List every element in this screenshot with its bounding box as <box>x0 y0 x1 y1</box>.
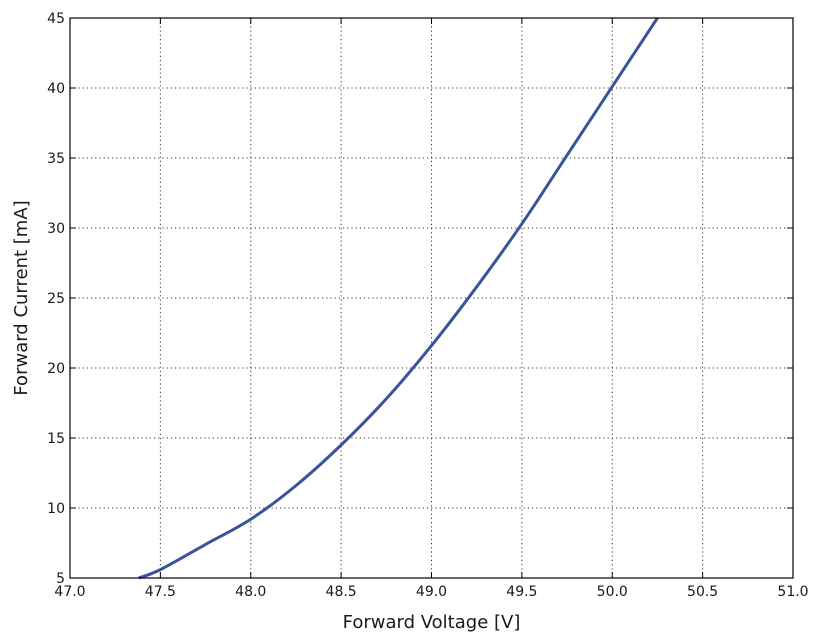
y-tick-label: 45 <box>47 11 65 27</box>
x-tick-label: 48.5 <box>326 584 357 600</box>
x-tick-label: 49.5 <box>506 584 537 600</box>
tick-labels: 47.0 47.5 48.0 48.5 49.0 49.5 50.0 50.5 51.0 5 10 1… <box>47 11 808 600</box>
y-tick-label: 20 <box>47 361 65 377</box>
x-tick-label: 47.0 <box>54 584 85 600</box>
axis-ticks <box>69 17 794 579</box>
y-axis-title: Forward Current [mA] <box>11 200 32 395</box>
x-tick-label: 51.0 <box>777 584 808 600</box>
y-tick-label: 5 <box>56 571 65 587</box>
forward-current-curve <box>138 17 659 580</box>
x-tick-label: 48.0 <box>235 584 266 600</box>
plot-series <box>138 17 659 580</box>
x-tick-label: 50.0 <box>597 584 628 600</box>
y-tick-label: 10 <box>47 501 65 517</box>
y-tick-label: 15 <box>47 431 65 447</box>
x-axis-title: Forward Voltage [V] <box>343 612 521 633</box>
y-tick-label: 35 <box>47 151 65 167</box>
x-tick-label: 47.5 <box>145 584 176 600</box>
y-tick-label: 30 <box>47 221 65 237</box>
grid <box>70 18 793 578</box>
x-tick-label: 50.5 <box>687 584 718 600</box>
y-tick-label: 25 <box>47 291 65 307</box>
y-tick-label: 40 <box>47 81 65 97</box>
x-tick-label: 49.0 <box>416 584 447 600</box>
